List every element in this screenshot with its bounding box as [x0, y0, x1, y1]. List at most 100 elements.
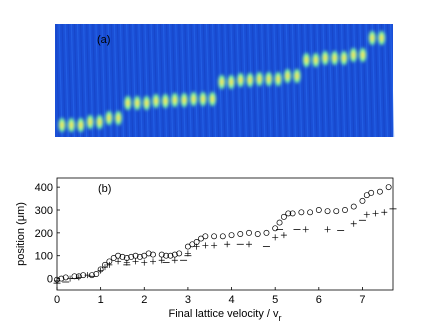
- stripe: [350, 23, 355, 138]
- stripe: [61, 23, 66, 138]
- x-tick-label: 6: [316, 294, 322, 306]
- stripe: [374, 23, 379, 138]
- circle-point: [342, 207, 348, 213]
- x-tick-label: 2: [141, 294, 147, 306]
- circle-point: [128, 253, 135, 260]
- circle-point: [136, 253, 143, 260]
- stripe: [129, 23, 134, 138]
- spot-core: [304, 56, 309, 64]
- spot-core: [173, 96, 177, 104]
- stripe: [76, 23, 82, 138]
- spot-core: [191, 95, 196, 103]
- spot-core: [323, 54, 328, 62]
- plus-point: [202, 242, 209, 249]
- stripe: [208, 23, 214, 138]
- circle-point: [93, 271, 100, 277]
- stripe: [138, 23, 143, 138]
- stripe: [347, 23, 352, 138]
- spot-core: [126, 99, 130, 107]
- y-tick-label: 0: [47, 274, 53, 286]
- stripe: [144, 23, 149, 138]
- spot-core: [116, 114, 121, 122]
- plus-point: [193, 243, 200, 250]
- plus-point: [141, 259, 148, 266]
- circle-point: [315, 207, 322, 213]
- stripe: [70, 23, 75, 138]
- circle-point: [289, 210, 296, 217]
- y-axis-label: position (μm): [15, 202, 27, 266]
- circle-point: [237, 231, 244, 237]
- stripe: [282, 23, 287, 138]
- stripe: [242, 23, 247, 138]
- plus-point: [324, 226, 331, 233]
- stripe: [383, 23, 389, 138]
- x-tick-label: 3: [185, 294, 191, 306]
- circle-point: [158, 251, 165, 258]
- x-tick-label: 5: [272, 294, 278, 306]
- spot-core: [210, 95, 215, 103]
- x-axis-label: Final lattice velocity / vr: [168, 308, 281, 323]
- circle-point: [359, 197, 366, 204]
- stripe: [199, 23, 204, 138]
- stripe: [307, 23, 312, 138]
- stripe: [83, 23, 88, 138]
- spot-core: [295, 72, 299, 80]
- stripe: [205, 23, 211, 138]
- circle-point: [350, 203, 357, 210]
- circle-point: [276, 219, 283, 226]
- stripe: [175, 23, 180, 138]
- x-axis-label-subscript: r: [279, 313, 282, 323]
- spot-core: [201, 95, 205, 103]
- x-tick-label: 7: [359, 294, 365, 306]
- spot-core: [107, 114, 111, 122]
- stripe: [365, 23, 370, 138]
- spot-core: [69, 121, 74, 129]
- stripe: [368, 23, 373, 138]
- plus-point: [363, 211, 370, 218]
- spot-core: [238, 76, 243, 84]
- circle-point: [254, 231, 261, 237]
- stripe: [304, 23, 309, 138]
- circle-point: [219, 233, 226, 240]
- circle-point: [176, 250, 183, 257]
- spot-core: [79, 121, 83, 129]
- circle-point: [58, 275, 65, 282]
- stripe: [101, 23, 106, 138]
- stripe: [316, 23, 321, 138]
- circle-point: [285, 210, 292, 217]
- stripe: [356, 23, 361, 138]
- stripe: [362, 23, 367, 138]
- circle-point: [228, 232, 235, 239]
- spot-core: [220, 78, 224, 86]
- plus-point: [150, 258, 156, 265]
- plus-point: [132, 258, 139, 265]
- plus-point: [246, 241, 252, 248]
- stripe: [233, 23, 238, 138]
- stripe: [79, 23, 85, 138]
- stripe: [319, 23, 324, 138]
- stripe: [159, 23, 164, 138]
- panel-label: (a): [97, 34, 110, 46]
- stripe: [122, 23, 128, 138]
- spot-core: [135, 99, 139, 107]
- spot-core: [342, 54, 346, 62]
- plus-point: [158, 257, 165, 264]
- spot-core: [154, 97, 158, 105]
- stripe: [153, 23, 158, 138]
- circle-point: [132, 252, 139, 259]
- x-tick-label: 4: [228, 294, 234, 306]
- circle-point: [333, 208, 340, 215]
- stripe: [141, 23, 146, 138]
- panel-label: (b): [98, 183, 111, 195]
- circle-point: [280, 213, 287, 220]
- plus-point: [280, 232, 287, 239]
- plus-point: [381, 209, 388, 216]
- circle-point: [368, 189, 375, 196]
- stripe: [353, 23, 358, 138]
- stripe: [337, 23, 343, 138]
- stripe: [187, 23, 192, 138]
- spot-core: [163, 97, 168, 105]
- circle-point: [171, 251, 178, 258]
- stripe: [202, 23, 207, 138]
